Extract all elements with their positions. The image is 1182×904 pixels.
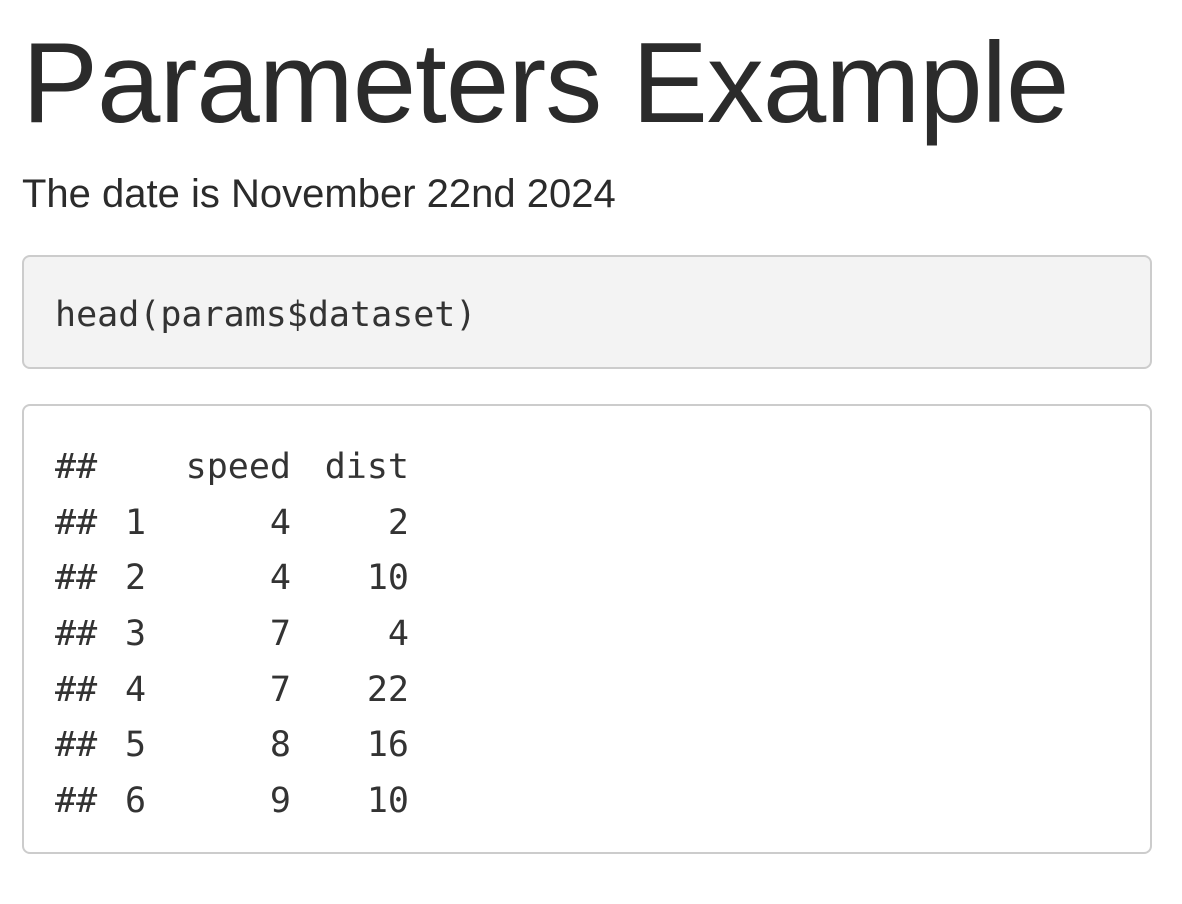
output-prefix: ## — [55, 669, 98, 710]
output-cell-speed: 4 — [269, 558, 291, 599]
output-cell-speed: 9 — [269, 781, 291, 822]
output-cell-speed: 4 — [269, 502, 291, 543]
output-row: ## 5 8 16 — [55, 718, 409, 774]
output-row: ## 2 4 10 — [55, 551, 409, 607]
code-source-line: head(params$dataset) — [55, 295, 477, 335]
output-header-row: ## speed dist — [55, 440, 409, 496]
output-row-index: 2 — [125, 558, 147, 599]
output-row: ## 3 7 4 — [55, 607, 409, 663]
output-prefix: ## — [55, 502, 98, 543]
output-prefix: ## — [55, 614, 98, 655]
output-cell-dist: 10 — [366, 781, 409, 822]
output-cell-dist: 16 — [366, 725, 409, 766]
output-cell-dist: 2 — [387, 502, 409, 543]
output-row: ## 4 7 22 — [55, 663, 409, 719]
code-chunk: head(params$dataset) — [22, 255, 1152, 369]
output-prefix: ## — [55, 781, 98, 822]
output-table: ## speed dist ## 1 4 2 ## 2 4 10 — [55, 440, 409, 830]
output-row-index: 4 — [125, 669, 147, 710]
output-cell-dist: 22 — [366, 669, 409, 710]
output-prefix: ## — [55, 447, 98, 487]
output-row-index: 5 — [125, 725, 147, 766]
code-output: ## speed dist ## 1 4 2 ## 2 4 10 — [22, 404, 1152, 854]
output-column-header-speed: speed — [185, 447, 291, 487]
output-column-header-dist: dist — [324, 447, 409, 487]
output-row: ## 6 9 10 — [55, 774, 409, 830]
output-cell-dist: 10 — [366, 558, 409, 599]
output-row: ## 1 4 2 — [55, 496, 409, 552]
output-cell-speed: 8 — [269, 725, 291, 766]
output-prefix: ## — [55, 725, 98, 766]
date-paragraph: The date is November 22nd 2024 — [22, 172, 616, 216]
output-row-index: 3 — [125, 614, 147, 655]
output-row-index: 6 — [125, 781, 147, 822]
output-row-index: 1 — [125, 502, 147, 543]
page-title: Parameters Example — [22, 20, 1069, 147]
output-index-header — [125, 440, 173, 496]
output-prefix: ## — [55, 558, 98, 599]
output-cell-speed: 7 — [269, 614, 291, 655]
output-cell-dist: 4 — [387, 614, 409, 655]
output-cell-speed: 7 — [269, 669, 291, 710]
